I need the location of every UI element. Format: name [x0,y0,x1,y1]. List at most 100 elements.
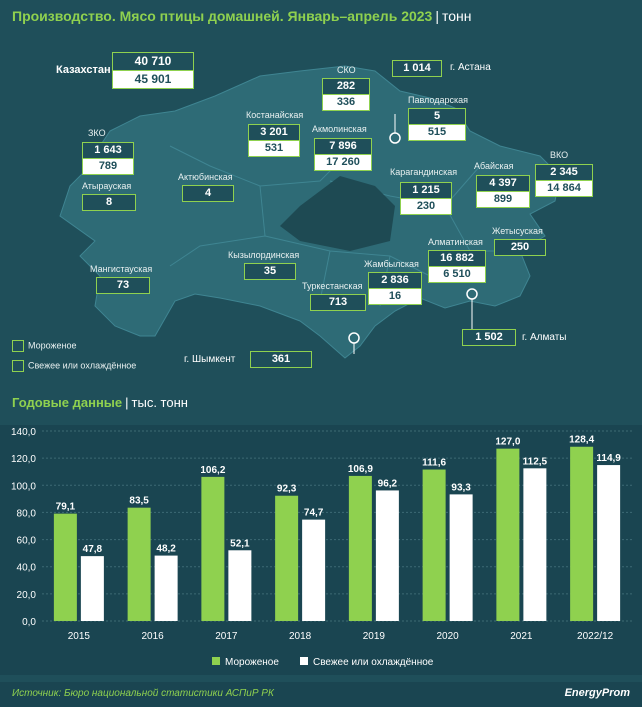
karaganda-frozen: 1 215 [401,183,451,199]
label-vko: ВКО [550,150,569,160]
label-mangistau: Мангистауская [90,264,153,274]
bar-fresh [375,490,399,621]
annual-separator: | [125,395,129,410]
label-akmola: Акмолинская [312,124,367,134]
data-label: 111,6 [422,458,446,469]
label-karaganda: Карагандинская [390,167,458,177]
annual-title: Годовые данные | тыс. тонн [12,395,188,410]
box-karaganda: 1 215 230 [400,182,452,215]
bar-frozen [127,507,151,621]
label-zhetisu: Жетысуская [492,226,543,236]
legend-swatch-frozen [12,340,24,352]
data-label: 83,5 [129,496,149,507]
brand-logo: EnergyProm [564,687,630,699]
box-astana: 1 014 [392,60,442,77]
bar-frozen [570,446,594,621]
zhetisu-frozen: 250 [495,240,545,255]
label-shymkent: г. Шымкент [184,354,236,365]
astana-frozen: 1 014 [393,61,441,76]
legend-label: Мороженое [225,657,279,668]
sko-fresh: 336 [323,95,369,110]
data-label: 96,2 [378,478,398,489]
kz-label: Казахстан [56,64,111,76]
map-legend-fresh-label: Свежее или охлаждённое [28,360,137,371]
label-kostanay: Костанайская [246,110,304,120]
bar-fresh [597,465,621,621]
legend-swatch [212,657,220,665]
aktobe-frozen: 4 [183,186,233,201]
y-tick-label: 80,0 [17,508,37,519]
x-tick-label: 2017 [215,631,238,642]
almaty-obl-fresh: 6 510 [429,267,485,282]
akmola-highlight [280,176,395,251]
data-label: 79,1 [56,502,76,513]
label-turkestan: Туркестанская [302,281,363,291]
bar-fresh [523,468,547,621]
karaganda-fresh: 230 [401,199,451,214]
bar-frozen [348,475,372,621]
x-tick-label: 2016 [142,631,165,642]
data-label: 128,4 [569,435,594,446]
bar-fresh [302,519,326,621]
legend-swatch [300,657,308,665]
turkestan-frozen: 713 [311,295,365,310]
y-tick-label: 20,0 [17,590,37,601]
label-pavlodar: Павлодарская [408,95,468,105]
title-unit: тонн [441,8,472,24]
label-astana: г. Астана [450,62,491,73]
data-label: 106,9 [348,464,373,475]
label-almaty-obl: Алматинская [428,237,483,247]
label-aktobe: Актюбинская [178,172,233,182]
label-abai: Абайская [474,161,514,171]
page-title: Производство. Мясо птицы домашней. Январ… [12,8,472,24]
box-abai: 4 397 899 [476,175,530,208]
almaty-obl-frozen: 16 882 [429,251,485,267]
box-almaty-obl: 16 882 6 510 [428,250,486,283]
box-zhambyl: 2 836 16 [368,272,422,305]
box-zko: 1 643 789 [82,142,134,175]
box-turkestan: 713 [310,294,366,311]
source-text: Источник: Бюро национальной статистики А… [12,688,274,699]
bar-chart: 0,0 20,0 40,0 60,0 80,0 100,0 120,0 140,0 79,1 47… [11,427,632,668]
data-label: 112,5 [523,456,548,467]
bar-fresh [449,494,473,621]
label-atyrau: Атырауская [82,181,132,191]
akmola-fresh: 17 260 [315,155,371,170]
data-label: 114,9 [596,453,621,464]
y-tick-label: 140,0 [11,427,36,438]
abai-fresh: 899 [477,192,529,207]
bar-frozen [53,513,77,621]
label-zko: ЗКО [88,128,106,138]
zko-frozen: 1 643 [83,143,133,159]
x-tick-label: 2022/12 [577,631,614,642]
annual-title-text: Годовые данные [12,395,123,410]
box-sko: 282 336 [322,78,370,111]
footer: Источник: Бюро национальной статистики А… [0,682,642,707]
title-text: Производство. Мясо птицы домашней. Январ… [12,8,433,24]
vko-fresh: 14 864 [536,181,592,196]
annual-unit: тыс. тонн [131,395,188,410]
map-legend-fresh: Свежее или охлаждённое [12,360,136,372]
almaty-frozen: 1 502 [463,330,515,345]
map-legend-frozen-label: Мороженое [28,340,77,351]
label-zhambyl: Жамбылская [364,259,419,269]
pavlodar-fresh: 515 [409,125,465,140]
label-sko: СКО [337,65,356,75]
legend-label: Свежее или охлаждённое [313,657,434,668]
data-label: 106,2 [200,465,225,476]
zko-fresh: 789 [83,159,133,174]
box-shymkent: 361 [250,351,312,368]
data-label: 93,3 [451,482,471,493]
label-kyzylorda: Кызылординская [228,250,300,260]
data-label: 52,1 [230,538,250,549]
atyrau-frozen: 8 [83,195,135,210]
data-label: 47,8 [83,544,103,555]
zhambyl-fresh: 16 [369,289,421,304]
y-tick-label: 60,0 [17,536,37,547]
bar-fresh [154,555,178,621]
kostanay-frozen: 3 201 [249,125,299,141]
legend-swatch-fresh [12,360,24,372]
box-mangistau: 73 [96,277,150,294]
y-tick-label: 100,0 [11,481,36,492]
map-legend-frozen: Мороженое [12,340,77,352]
